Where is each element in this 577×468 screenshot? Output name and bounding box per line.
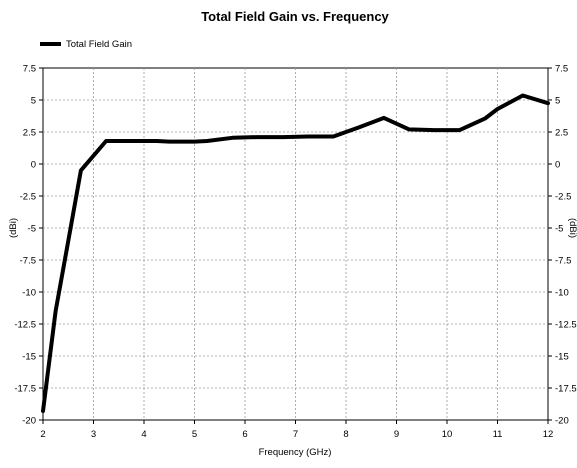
- data-point: [257, 136, 259, 138]
- y-tick-label-left: -7.5: [20, 256, 36, 267]
- data-point: [194, 141, 195, 143]
- data-point: [497, 108, 498, 110]
- y-tick-label-left: -5: [28, 224, 36, 235]
- x-tick-label: 7: [293, 429, 298, 440]
- data-point: [408, 128, 410, 130]
- y-tick-label-right: -2.5: [555, 192, 571, 203]
- data-point: [332, 136, 334, 137]
- y-tick-label-right: 5: [555, 96, 560, 107]
- data-point: [484, 118, 486, 120]
- data-point: [105, 140, 107, 142]
- data-point: [433, 129, 435, 131]
- y-tick-label-right: -15: [555, 352, 569, 363]
- data-point: [547, 102, 549, 104]
- grid-lines: [43, 68, 548, 420]
- data-point: [231, 137, 233, 139]
- y-tick-label-left: 0: [31, 160, 36, 171]
- x-axis-label: Frequency (GHz): [259, 447, 332, 458]
- data-point: [168, 141, 170, 143]
- data-point: [206, 140, 208, 142]
- y-axis-label-left: (dBi): [8, 218, 19, 238]
- y-tick-label-right: 7.5: [555, 64, 568, 75]
- x-tick-label: 12: [543, 429, 554, 440]
- y-tick-label-left: 5: [31, 96, 36, 107]
- y-axis-label-right: (dBi): [567, 218, 577, 238]
- legend: Total Field Gain: [40, 39, 132, 50]
- x-tick-label: 9: [394, 429, 399, 440]
- x-tick-label: 6: [242, 429, 247, 440]
- data-point: [459, 129, 461, 131]
- series-layer: [41, 93, 550, 413]
- y-tick-label-left: -17.5: [14, 384, 36, 395]
- y-tick-label-left: 2.5: [23, 128, 36, 139]
- x-tick-label: 11: [493, 429, 503, 440]
- data-point: [67, 240, 69, 242]
- data-point: [358, 127, 360, 128]
- data-point: [42, 410, 44, 412]
- data-point: [522, 95, 524, 96]
- y-tick-label-right: -20: [555, 416, 569, 427]
- data-point: [383, 117, 385, 119]
- y-tick-label-left: -15: [22, 352, 36, 363]
- data-point: [130, 140, 132, 142]
- x-tick-label: 8: [343, 429, 348, 440]
- chart-title: Total Field Gain vs. Frequency: [201, 9, 389, 24]
- legend-label: Total Field Gain: [66, 39, 132, 50]
- y-tick-label-left: -12.5: [14, 320, 36, 331]
- y-tick-label-left: -20: [22, 416, 36, 427]
- x-tick-label: 5: [192, 429, 197, 440]
- y-tick-label-right: -10: [555, 288, 569, 299]
- x-tick-label: 3: [91, 429, 96, 440]
- y-tick-label-right: -7.5: [555, 256, 571, 267]
- y-tick-label-left: 7.5: [23, 64, 36, 75]
- x-tick-label: 4: [141, 429, 146, 440]
- data-point: [80, 169, 82, 171]
- y-tick-label-left: -10: [22, 288, 36, 299]
- y-tick-label-right: -17.5: [555, 384, 577, 395]
- axis-ticks: 2 3 4 5 6 7 8 9 10 11 12 7.5 7.5 5 5 2.5 2.5 0 0 -2.5 -2.5 -5…: [14, 64, 576, 441]
- y-tick-label-left: -2.5: [20, 192, 36, 203]
- x-tick-label: 10: [442, 429, 453, 440]
- data-point: [156, 140, 158, 142]
- y-tick-label-right: -5: [555, 224, 563, 235]
- y-tick-label-right: 2.5: [555, 128, 568, 139]
- y-tick-label-right: -12.5: [555, 320, 577, 331]
- data-point: [55, 310, 57, 312]
- data-point: [307, 136, 309, 137]
- y-tick-label-right: 0: [555, 160, 560, 171]
- data-point: [282, 136, 284, 138]
- x-tick-label: 2: [40, 429, 45, 440]
- data-point: [446, 129, 448, 131]
